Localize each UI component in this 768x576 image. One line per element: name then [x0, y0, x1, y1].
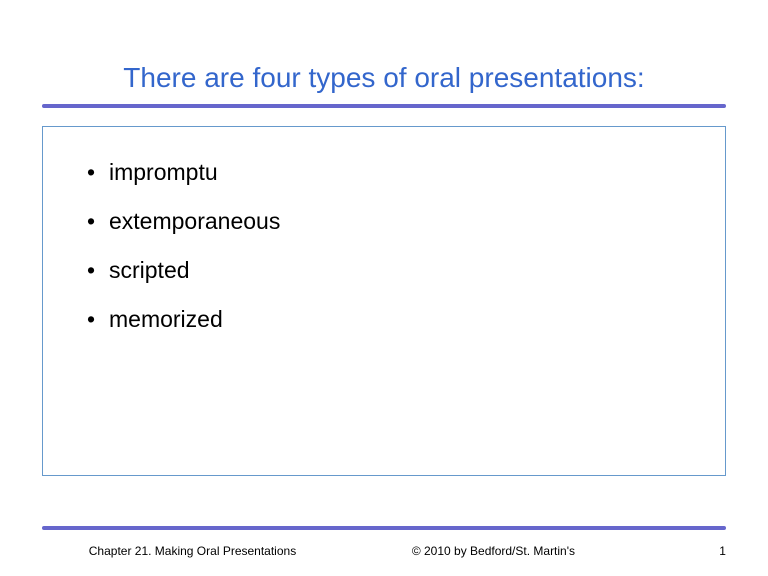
divider-top	[42, 104, 726, 108]
bullet-item: memorized	[87, 306, 725, 333]
slide-title: There are four types of oral presentatio…	[0, 0, 768, 104]
divider-bottom	[42, 526, 726, 530]
bullet-list: impromptu extemporaneous scripted memori…	[87, 159, 725, 333]
content-box: impromptu extemporaneous scripted memori…	[42, 126, 726, 476]
bullet-item: extemporaneous	[87, 208, 725, 235]
bullet-item: impromptu	[87, 159, 725, 186]
footer: Chapter 21. Making Oral Presentations © …	[0, 544, 768, 558]
footer-copyright: © 2010 by Bedford/St. Martin's	[343, 544, 644, 558]
footer-chapter: Chapter 21. Making Oral Presentations	[42, 544, 343, 558]
slide-container: There are four types of oral presentatio…	[0, 0, 768, 576]
bullet-item: scripted	[87, 257, 725, 284]
footer-page-number: 1	[644, 544, 726, 558]
